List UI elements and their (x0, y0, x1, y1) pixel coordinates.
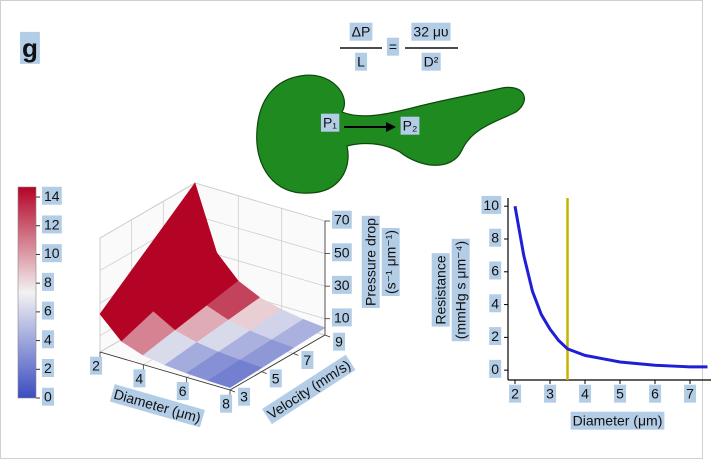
colorbar-tick-label: 4 (44, 331, 52, 347)
x-tick-label: 6 (651, 386, 659, 402)
x-tick-label: 4 (135, 370, 143, 386)
x-axis-label: Diameter (μm) (573, 413, 663, 429)
y-tick-label: 9 (335, 334, 343, 350)
colorbar-tick-label: 14 (44, 188, 60, 204)
equation-text: L (357, 54, 365, 70)
x-tick-label: 2 (511, 386, 519, 402)
y-tick-label: 3 (240, 389, 248, 405)
y-tick-label: 7 (303, 352, 311, 368)
colorbar-tick-label: 10 (44, 245, 60, 261)
z-tick-label: 50 (334, 244, 350, 260)
equation-text: D² (424, 54, 439, 70)
y-axis-label: Resistance (433, 255, 449, 324)
x-tick-label: 3 (546, 386, 554, 402)
y-tick-label: 4 (491, 295, 499, 311)
x-tick-label: 4 (581, 386, 589, 402)
y-axis-label: (mmHg s μm⁻⁴) (453, 241, 469, 339)
y-tick-label: 8 (491, 230, 499, 246)
colorbar-tick-label: 0 (44, 389, 52, 405)
z-tick-label: 70 (334, 212, 350, 228)
panel-label: g (22, 33, 38, 63)
equation-text: ΔP (352, 24, 371, 40)
equation-text: 32 μυ (413, 24, 448, 40)
equation-text: = (389, 39, 397, 55)
y-tick-label: 2 (491, 328, 499, 344)
colorbar-tick-label: 6 (44, 303, 52, 319)
x-tick-label: 8 (222, 396, 230, 412)
figure: g ΔP L = 32 μυ D² P₁ P₂ 2468357910305070… (0, 0, 713, 461)
pressure-label: P₂ (403, 118, 418, 134)
colorbar-tick-label: 8 (44, 274, 52, 290)
colorbar (18, 187, 36, 398)
z-axis-label: (s⁻¹ μm⁻¹) (383, 230, 399, 294)
pressure-label: P₁ (323, 115, 337, 131)
x-tick-label: 6 (179, 383, 187, 399)
z-tick-label: 10 (334, 309, 350, 325)
y-tick-label: 6 (491, 262, 499, 278)
y-tick-label: 5 (272, 370, 280, 386)
z-axis-label: Pressure drop (363, 218, 379, 306)
y-tick-label: 0 (491, 361, 499, 377)
x-tick-label: 2 (92, 358, 100, 374)
x-tick-label: 5 (616, 386, 624, 402)
z-tick-label: 30 (334, 277, 350, 293)
x-tick-label: 7 (686, 386, 694, 402)
colorbar-tick-label: 12 (44, 216, 60, 232)
y-tick-label: 10 (483, 197, 499, 213)
colorbar-tick-label: 2 (44, 360, 52, 376)
frame (1, 1, 703, 459)
